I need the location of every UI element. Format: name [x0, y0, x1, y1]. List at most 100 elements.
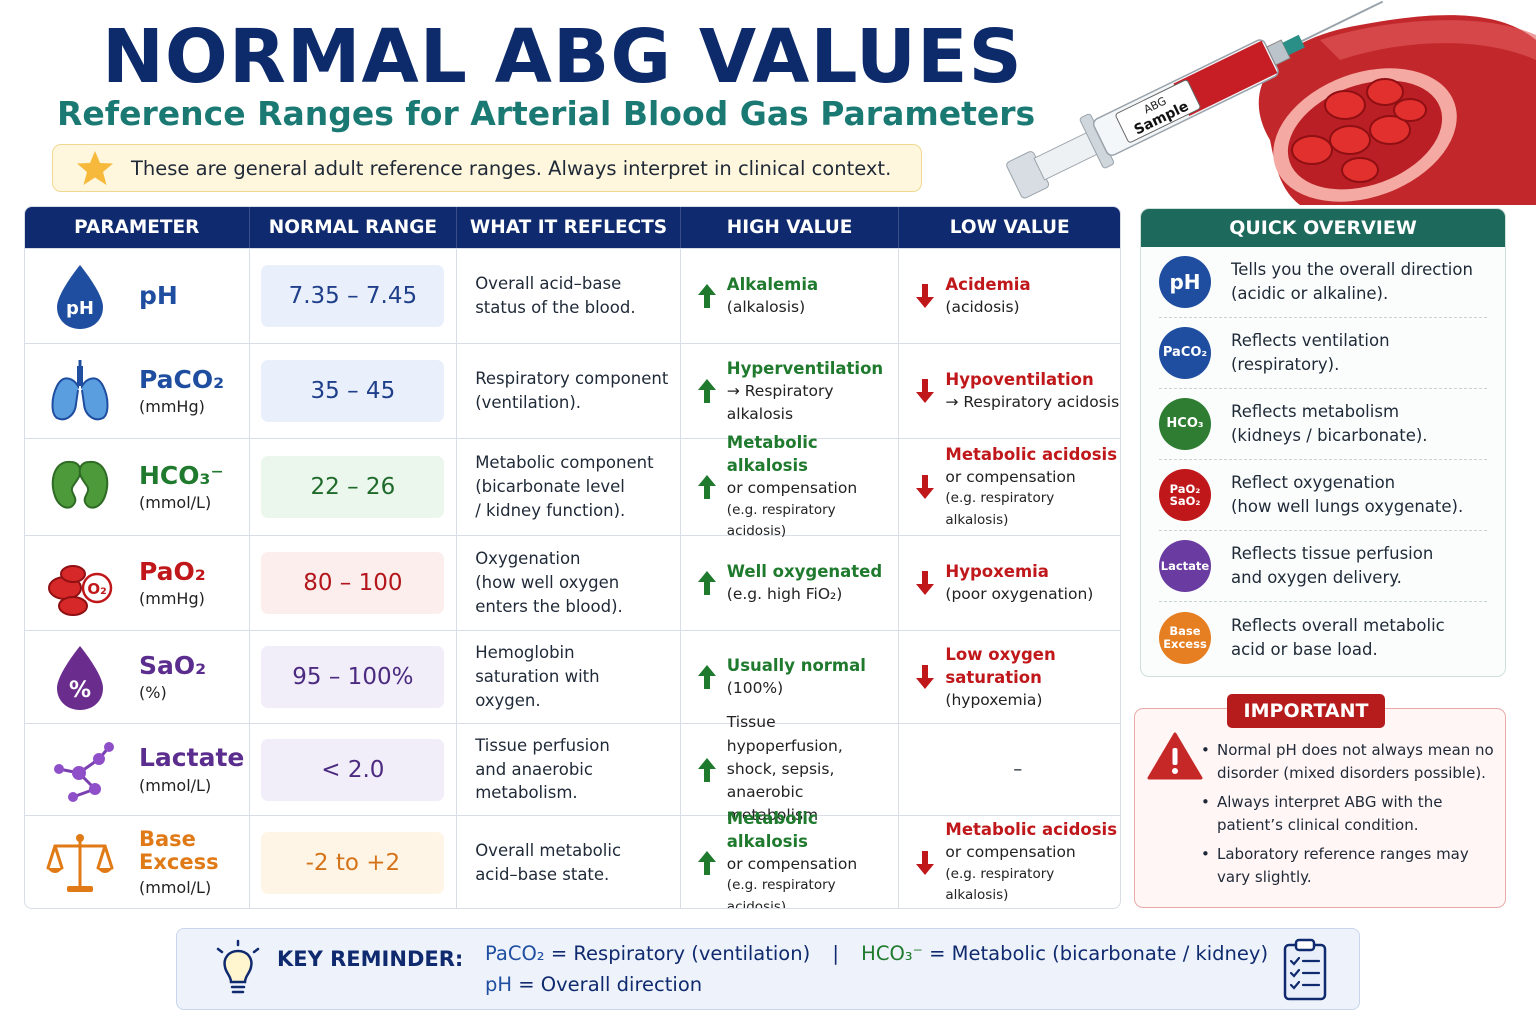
overview-text-line: (respiratory).	[1231, 355, 1340, 374]
parameter-name: HCO₃⁻	[139, 460, 224, 490]
reminder-paco2: PaCO₂	[485, 942, 545, 965]
low-value-sub: (hypoxemia)	[945, 690, 1043, 709]
high-value-main: Metabolic alkalosis	[726, 808, 818, 851]
warning-icon	[1147, 732, 1203, 780]
overview-text-line: Reflects tissue perfusion	[1231, 544, 1434, 564]
range-value: 35 – 45	[261, 360, 445, 422]
key-reminder-line-2: pH = Overall direction	[485, 973, 702, 996]
low-value-sub: or compensation	[945, 467, 1076, 486]
reflects-line: Oxygenation	[475, 549, 581, 569]
reflects-line: status of the blood.	[475, 298, 636, 317]
parameter-name: pH	[139, 281, 178, 311]
parameter-unit: (mmol/L)	[139, 775, 212, 795]
overview-text-line: Tells you the overall direction	[1231, 260, 1473, 280]
kidneys-icon	[51, 460, 109, 509]
reflects-line: saturation with	[475, 667, 600, 687]
overview-badge: PaO₂ SaO₂	[1159, 469, 1211, 521]
overview-item: Base Excess Reflects overall metabolic a…	[1159, 602, 1487, 673]
reflects-line: Respiratory component	[475, 369, 669, 389]
high-value-cell: Tissue hypoperfusion, shock, sepsis, ana…	[681, 713, 900, 824]
reflects-line: (bicarbonate level	[475, 477, 625, 497]
star-icon	[77, 151, 113, 185]
low-value-main: Hypoxemia	[945, 562, 1049, 582]
overview-badge-text: PaO₂ SaO₂	[1169, 481, 1201, 508]
red-cells-icon: O₂	[48, 565, 113, 616]
reflects-line: and anaerobic	[475, 759, 593, 779]
header-parameter: PARAMETER	[25, 207, 250, 248]
syringe-vessel-illustration: ABG Sample	[1006, 0, 1536, 205]
low-value-sub: (poor oxygenation)	[945, 585, 1094, 604]
range-value: 7.35 – 7.45	[261, 265, 445, 327]
reflects-cell: Tissue perfusion and anaerobic metabolism.	[457, 724, 681, 815]
reflects-line: Overall acid–base	[475, 274, 622, 294]
percent-drop-icon: %	[57, 646, 103, 710]
table-row: Lactate (mmol/L) < 2.0 Tissue perfusion a…	[25, 713, 1120, 824]
range-cell: < 2.0	[250, 724, 458, 815]
high-value-sub: Tissue hypoperfusion, shock, sepsis, ana…	[726, 713, 843, 825]
arrow-up-icon	[697, 379, 716, 403]
page-subtitle: Reference Ranges for Arterial Blood Gas …	[57, 94, 1036, 133]
overview-badge: Lactate	[1159, 540, 1211, 592]
svg-text:O₂: O₂	[87, 580, 106, 598]
table-row: pH pH 7.35 – 7.45 Overall acid–base statu…	[25, 248, 1120, 343]
low-value-main: Metabolic acidosis	[945, 820, 1118, 840]
overview-badge-text: HCO₃	[1166, 416, 1204, 432]
reflects-cell: Hemoglobin saturation with oxygen.	[457, 631, 681, 723]
banner-text: These are general adult reference ranges…	[131, 156, 892, 180]
abg-values-table: PARAMETER NORMAL RANGE WHAT IT REFLECTS …	[24, 206, 1121, 909]
reflects-line: Overall metabolic	[475, 840, 622, 860]
low-value-main: Hypoventilation	[945, 370, 1094, 390]
high-value-sub: (e.g. high FiO₂)	[726, 585, 843, 604]
range-cell: 95 – 100%	[250, 631, 458, 723]
important-panel: IMPORTANT Normal pH does not always mean…	[1134, 694, 1506, 908]
key-reminder-line-1: PaCO₂ = Respiratory (ventilation) | HCO₃…	[485, 942, 1268, 965]
arrow-down-icon	[916, 665, 935, 689]
overview-text-line: (kidneys / bicarbonate).	[1231, 426, 1428, 445]
parameter-unit: (%)	[139, 683, 167, 703]
high-value-cell: Alkalemia (alkalosis)	[681, 249, 900, 343]
key-reminder-label: KEY REMINDER:	[277, 947, 464, 971]
overview-text-line: acid or base load.	[1231, 639, 1378, 659]
range-cell: 7.35 – 7.45	[250, 249, 458, 343]
high-value-main: Metabolic alkalosis	[726, 433, 818, 476]
low-value-sub: or compensation	[945, 843, 1076, 862]
parameter-name: PaO₂	[139, 556, 206, 586]
parameter-cell: HCO₃⁻ (mmol/L)	[25, 439, 250, 535]
overview-text: Reflects metabolism (kidneys / bicarbona…	[1231, 400, 1428, 448]
range-cell: 35 – 45	[250, 344, 458, 438]
arrow-up-icon	[697, 475, 716, 499]
range-cell: -2 to +2	[250, 816, 458, 908]
high-value-example: (e.g. respiratory acidosis)	[726, 501, 836, 540]
important-title: IMPORTANT	[1227, 694, 1385, 728]
range-value: < 2.0	[261, 738, 445, 801]
high-value-main: Usually normal	[726, 656, 866, 676]
low-value-cell: Hypoventilation → Respiratory acidosis	[899, 344, 1120, 438]
reflects-line: (ventilation).	[475, 393, 582, 412]
low-value-cell: Acidemia (acidosis)	[899, 249, 1120, 343]
reflects-line: (how well oxygen	[475, 573, 620, 593]
overview-text-line: Reflect oxygenation	[1231, 473, 1396, 493]
overview-text: Reflects tissue perfusion and oxygen del…	[1231, 542, 1433, 590]
table-row: O₂ PaO₂ (mmHg) 80 – 100 Oxygenation (how …	[25, 535, 1120, 630]
reflects-line: Metabolic component	[475, 453, 654, 473]
range-value: 80 – 100	[261, 552, 445, 614]
reminder-paco2-text: = Respiratory (ventilation)	[550, 942, 811, 965]
parameter-cell: Base Excess (mmol/L)	[25, 816, 250, 908]
parameter-name: Lactate	[139, 743, 245, 773]
overview-item: HCO₃ Reflects metabolism (kidneys / bica…	[1159, 389, 1487, 460]
low-value-main: Metabolic acidosis	[945, 444, 1118, 464]
reflects-line: acid–base state.	[475, 864, 610, 884]
parameter-unit: (mmol/L)	[139, 878, 212, 898]
table-row: Base Excess (mmol/L) -2 to +2 Overall me…	[25, 809, 1120, 908]
overview-text-line: Reflects ventilation	[1231, 331, 1390, 351]
overview-text: Tells you the overall direction (acidic …	[1231, 258, 1473, 306]
overview-badge: HCO₃	[1159, 398, 1211, 450]
info-banner: These are general adult reference ranges…	[52, 144, 922, 192]
low-value-cell: Hypoxemia (poor oxygenation)	[899, 536, 1120, 630]
reflects-cell: Respiratory component (ventilation).	[457, 344, 681, 438]
arrow-up-icon	[697, 757, 716, 782]
reminder-separator: |	[832, 942, 839, 965]
high-value-main: Hyperventilation	[726, 358, 884, 378]
svg-text:%: %	[69, 678, 91, 703]
high-value-cell: Usually normal (100%)	[681, 631, 900, 723]
